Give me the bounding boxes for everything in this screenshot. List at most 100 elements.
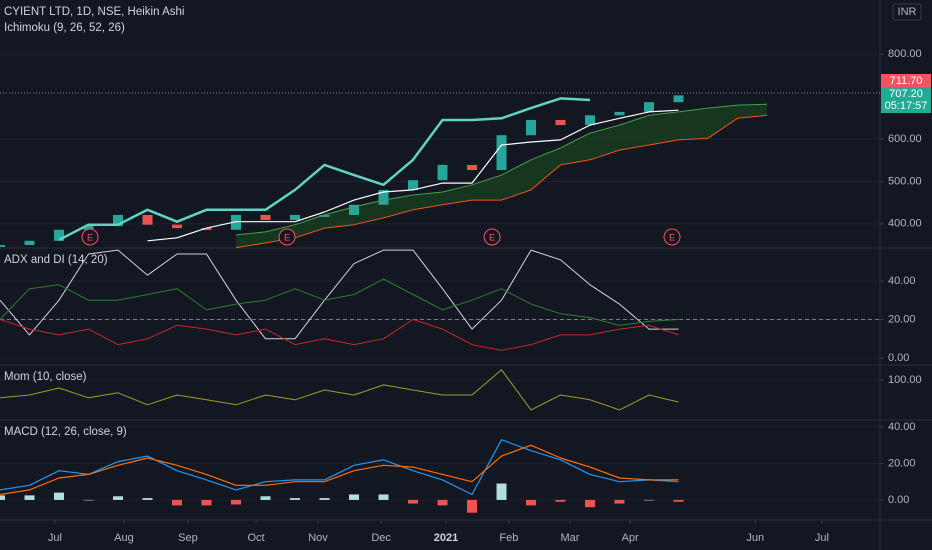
histogram-bar [349, 494, 360, 500]
histogram-bar [260, 496, 271, 500]
histogram-bar [113, 496, 124, 500]
candle [113, 214, 124, 226]
series-line [0, 444, 679, 496]
candle [614, 111, 625, 116]
histogram-bar [585, 499, 596, 508]
x-tick-label: 2021 [434, 532, 458, 544]
histogram-bar [467, 499, 478, 513]
candle [231, 214, 242, 230]
earnings-marker [278, 228, 296, 246]
earnings-marker [81, 228, 99, 246]
histogram-bar [555, 499, 566, 502]
candle [437, 164, 448, 181]
x-tick-label: Jul [815, 532, 829, 544]
earnings-label: E [489, 232, 495, 242]
y-tick-label: 400.00 [888, 218, 922, 230]
y-tick-label: 20.00 [888, 313, 916, 325]
candle [0, 245, 5, 248]
candle [24, 240, 35, 246]
candle [201, 228, 212, 231]
candle [526, 119, 537, 136]
series-line [58, 97, 591, 242]
candle [408, 180, 419, 190]
histogram-bar [319, 498, 330, 500]
histogram-bar [673, 499, 684, 502]
series-line [235, 114, 768, 249]
candle [555, 119, 566, 126]
earnings-marker [663, 228, 681, 246]
candle [54, 229, 65, 241]
x-tick-label: Oct [248, 532, 265, 544]
price-tag-label: 707.20 [889, 88, 923, 100]
pane-title: MACD (12, 26, close, 9) [4, 426, 127, 438]
y-tick-label: 40.00 [888, 275, 916, 287]
y-tick-label: 800.00 [888, 48, 922, 60]
histogram-bar [0, 495, 5, 500]
y-tick-label: 0.00 [888, 494, 909, 506]
pane-subtitle: Ichimoku (9, 26, 52, 26) [4, 22, 125, 34]
candle [673, 95, 684, 103]
histogram-bar [408, 499, 419, 504]
histogram-bar [290, 498, 301, 500]
series-line [147, 109, 679, 242]
x-tick-label: Sep [178, 532, 198, 544]
y-tick-label: 500.00 [888, 175, 922, 187]
candle [349, 204, 360, 215]
pane-title: CYIENT LTD, 1D, NSE, Heikin Ashi [4, 6, 184, 18]
y-tick-label: 40.00 [888, 421, 916, 433]
price-tag-label: 711.70 [890, 75, 923, 87]
candle [467, 164, 478, 170]
earnings-label: E [87, 232, 93, 242]
earnings-marker [483, 228, 501, 246]
y-tick-label: 600.00 [888, 133, 922, 145]
histogram-bar [83, 499, 94, 501]
pane-title: Mom (10, close) [4, 371, 87, 383]
candle [260, 214, 271, 221]
series-line [0, 439, 679, 496]
ichimoku-cloud [236, 104, 767, 248]
x-tick-label: Jun [746, 532, 764, 544]
candle [172, 224, 183, 229]
candle [142, 214, 153, 225]
candle [83, 225, 94, 230]
series-line [0, 369, 679, 411]
candle [585, 115, 596, 126]
candle [378, 189, 389, 205]
histogram-bar [54, 492, 65, 500]
price-tag [881, 74, 931, 88]
candle [496, 135, 507, 170]
candle [319, 214, 330, 217]
histogram-bar [231, 499, 242, 505]
histogram-bar [142, 498, 153, 500]
histogram-bar [24, 495, 35, 500]
x-tick-label: Dec [371, 532, 391, 544]
y-tick-label: 0.00 [888, 352, 909, 364]
y-tick-label: 100.00 [888, 374, 922, 386]
series-line [0, 249, 679, 340]
histogram-bar [172, 499, 183, 506]
x-tick-label: Mar [560, 532, 579, 544]
histogram-bar [644, 499, 655, 501]
series-line [0, 278, 679, 326]
candle [290, 214, 301, 221]
histogram-bar [378, 494, 389, 500]
x-tick-label: Aug [114, 532, 134, 544]
x-tick-label: Apr [622, 532, 639, 544]
x-tick-label: Nov [308, 532, 328, 544]
x-tick-label: Feb [499, 532, 518, 544]
series-line [0, 319, 679, 351]
currency: INR [898, 6, 917, 18]
earnings-label: E [284, 232, 290, 242]
currency-badge[interactable] [892, 3, 922, 21]
series-line [235, 103, 768, 236]
histogram-bar [201, 499, 212, 506]
countdown: 05:17:57 [885, 100, 928, 112]
histogram-bar [437, 499, 448, 506]
histogram-bar [526, 499, 537, 506]
price-tag [881, 87, 931, 113]
x-tick-label: Jul [48, 532, 62, 544]
histogram-bar [614, 499, 625, 504]
